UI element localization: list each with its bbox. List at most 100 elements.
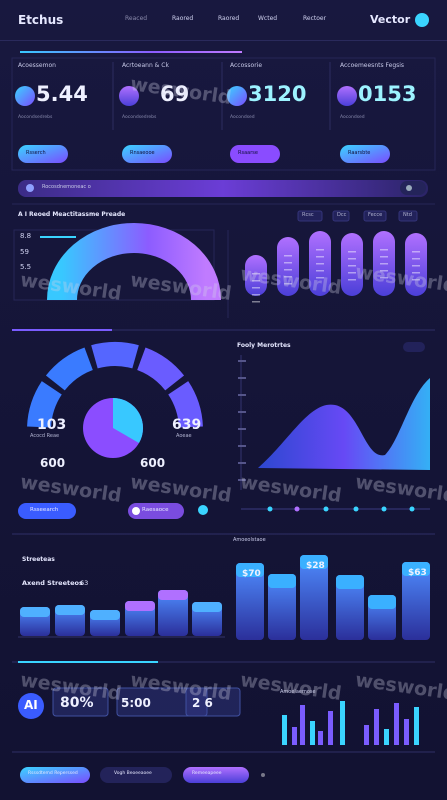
stat-value: 0153: [358, 82, 417, 106]
stat-label: Acoessemon: [18, 62, 56, 69]
bar: [268, 574, 296, 640]
brand-icon: [415, 13, 429, 27]
pill-tick: [316, 256, 324, 258]
gauge-dot: [132, 507, 140, 515]
pill-tick: [412, 279, 420, 281]
gauge-value: 600: [40, 456, 66, 470]
nav-item[interactable]: Raored: [172, 15, 194, 22]
header-divider: [0, 40, 447, 41]
mini-bar: [340, 701, 345, 745]
pill-tick: [316, 277, 324, 279]
bar-cap: [125, 601, 155, 611]
control-box[interactable]: [363, 210, 387, 222]
control-box[interactable]: [332, 210, 350, 222]
stat-box: [185, 687, 241, 717]
gauge-pie-slice: [113, 398, 144, 443]
stat-label: Acrtoeann & Ck: [122, 62, 169, 69]
control-label[interactable]: Ntd: [403, 212, 412, 218]
control-label[interactable]: Fecce: [368, 212, 383, 218]
pill-tick: [380, 263, 388, 265]
bar: [236, 563, 264, 640]
mini-bar: [384, 729, 389, 745]
accent-line: [20, 51, 242, 53]
button-label[interactable]: Rsserch: [26, 150, 46, 156]
button-label[interactable]: Vogh Beoeeaoee: [114, 771, 152, 776]
button-label[interactable]: Rsssdtemd Reperssed: [28, 771, 78, 776]
nav-item[interactable]: Wcted: [258, 15, 278, 22]
axis-tick: [238, 479, 246, 481]
stat-value: 80%: [60, 695, 94, 711]
control-label[interactable]: Rcsc: [302, 212, 314, 218]
gauge-segment: [27, 381, 63, 428]
stat-button[interactable]: [230, 145, 280, 163]
bar-cap: [158, 590, 188, 600]
brand: Vector: [370, 13, 411, 26]
gauge-segment: [91, 342, 139, 369]
pill-tick: [284, 276, 292, 278]
bar: [402, 562, 430, 640]
control-label[interactable]: Dcc: [337, 212, 347, 218]
gauge-segment: [136, 347, 185, 391]
mini-bar: [404, 719, 409, 745]
footer-button[interactable]: [20, 767, 90, 783]
section-title: Streeteas: [22, 556, 55, 563]
pill-tick: [348, 279, 356, 281]
stat-button[interactable]: [122, 145, 172, 163]
gauge-button[interactable]: [128, 503, 184, 519]
gauge-button[interactable]: [18, 503, 76, 519]
footer-button[interactable]: [100, 767, 172, 783]
button-label[interactable]: Rnsaeooe: [130, 150, 155, 156]
nav-item[interactable]: Raored: [218, 15, 240, 22]
stat-icon: [119, 86, 139, 106]
ai-badge: [18, 693, 44, 719]
progress-bar: [18, 180, 428, 197]
button-label[interactable]: Raarsbte: [348, 150, 371, 156]
pill-tick: [412, 265, 420, 267]
timeline-dot: [381, 506, 387, 512]
control-box[interactable]: [297, 210, 323, 222]
pill-tick: [284, 255, 292, 257]
stat-box: [52, 687, 109, 717]
stat-button[interactable]: [340, 145, 390, 163]
mini-bar: [328, 711, 333, 745]
timeline-dot: [353, 506, 359, 512]
footer-button[interactable]: [183, 767, 249, 783]
mini-bar: [394, 703, 399, 745]
bar-cap: [55, 605, 85, 615]
gauge-value: 103: [37, 417, 67, 433]
button-label[interactable]: Rsseearch: [30, 507, 59, 513]
pill-tick: [252, 287, 260, 289]
bar-cap: [20, 607, 50, 617]
axis-label: 59: [20, 248, 29, 256]
control-box[interactable]: [398, 210, 418, 222]
pill-tick: [348, 265, 356, 267]
pill-bar: [341, 233, 363, 296]
button-label[interactable]: Rsaarse: [238, 150, 258, 156]
nav-item[interactable]: Reaced: [125, 15, 148, 22]
pill-tick: [348, 258, 356, 260]
nav-item[interactable]: Rectoer: [303, 15, 327, 22]
pill-tick: [252, 294, 260, 296]
gauge-segment: [45, 347, 94, 391]
gauge-dot: [198, 505, 208, 515]
progress-label: Rocosdnemoneac o: [42, 184, 91, 190]
axis-tick: [238, 394, 246, 396]
stat-note: Aocondsed: [230, 115, 255, 120]
bar-cap: [368, 595, 396, 609]
stat-button[interactable]: [18, 145, 68, 163]
mini-bar: [300, 705, 305, 745]
progress-dot: [406, 185, 412, 191]
section-title: Amoelaemose: [280, 689, 316, 695]
axis-label: 5.5: [20, 263, 32, 271]
mini-bar: [292, 727, 297, 745]
button-label[interactable]: Remeeapeee: [192, 771, 222, 776]
timeline-dot: [267, 506, 273, 512]
button-label[interactable]: Raesaoce: [142, 507, 169, 513]
pill-tick: [284, 283, 292, 285]
stat-label: Accoemeesnts Fegsis: [340, 62, 405, 69]
logo: Etchus: [18, 13, 64, 27]
timeline-dot: [409, 506, 415, 512]
bar: [300, 555, 328, 640]
